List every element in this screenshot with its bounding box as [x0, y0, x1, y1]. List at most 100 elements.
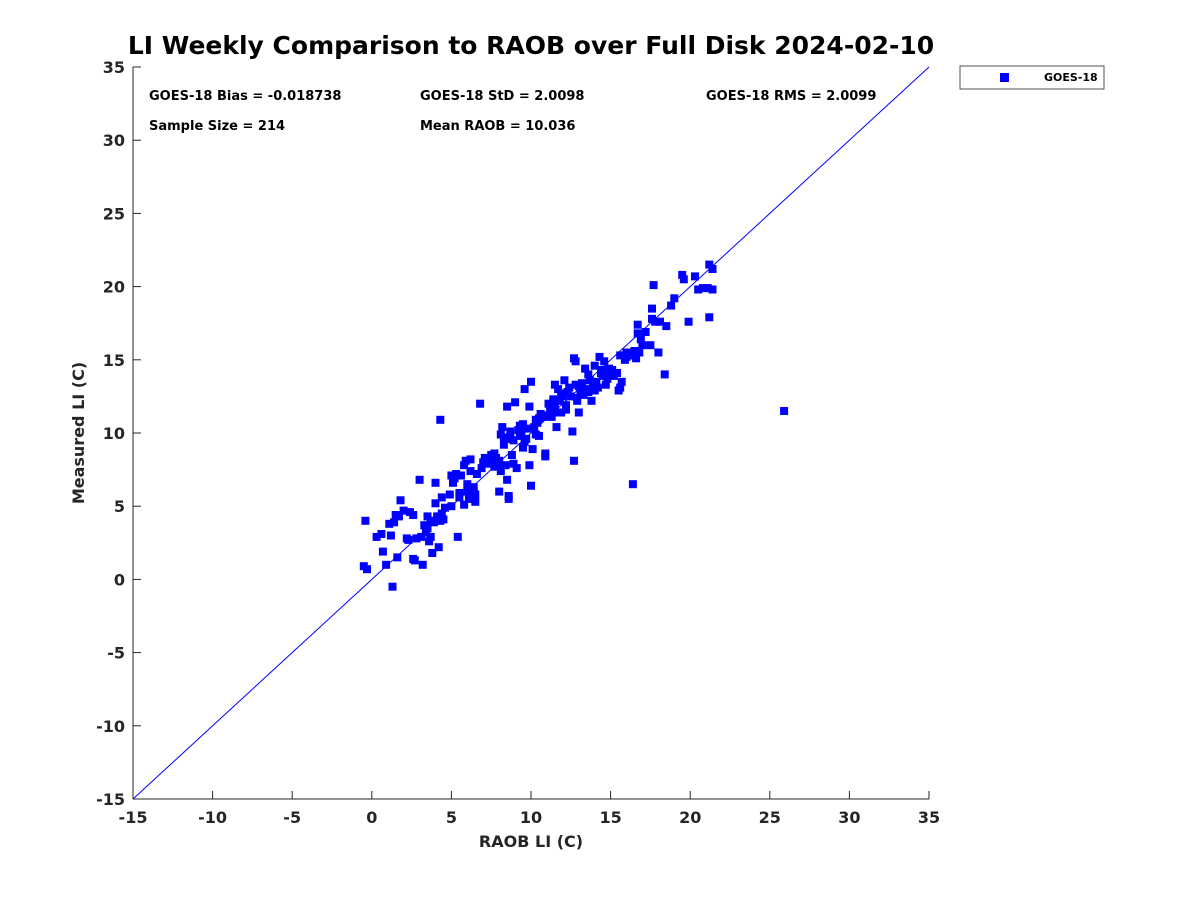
data-point: [646, 341, 655, 350]
data-point: [617, 377, 626, 386]
data-point: [463, 487, 472, 496]
data-point: [429, 518, 438, 527]
data-point: [507, 451, 516, 459]
data-point: [519, 443, 527, 452]
data-point: [471, 497, 480, 506]
y-tick-label: 15: [103, 351, 125, 370]
data-point: [584, 370, 593, 379]
data-point: [509, 459, 518, 468]
data-point: [679, 275, 688, 284]
data-point: [577, 379, 586, 388]
legend-box: [959, 65, 1105, 90]
data-point: [504, 492, 513, 500]
data-point: [455, 493, 464, 502]
data-point: [466, 467, 475, 476]
data-point: [566, 392, 575, 401]
data-point: [423, 512, 432, 521]
data-point: [461, 456, 470, 465]
data-point: [418, 560, 427, 569]
data-point: [660, 370, 669, 379]
data-point: [466, 455, 475, 464]
legend: GOES-18: [959, 65, 1105, 90]
data-point: [622, 348, 631, 357]
data-point: [694, 285, 703, 294]
data-point: [460, 461, 469, 470]
data-point: [600, 357, 609, 366]
data-point: [434, 543, 443, 552]
data-point: [431, 499, 440, 508]
data-point: [573, 393, 582, 402]
x-axis-ticks: -15 -10 -5 0 5 10 15 20 25 30 35: [119, 791, 940, 827]
x-tick-label: -5: [283, 808, 301, 827]
data-point: [597, 366, 605, 374]
data-point: [590, 361, 599, 370]
data-point: [552, 408, 561, 417]
data-point: [632, 354, 641, 363]
data-point: [708, 265, 717, 273]
data-point: [388, 582, 397, 591]
data-point: [503, 402, 512, 411]
data-point: [550, 380, 559, 389]
x-tick-label: 35: [918, 808, 940, 827]
data-point: [708, 285, 717, 294]
y-tick-label: -5: [107, 644, 125, 663]
data-point: [656, 317, 664, 326]
data-point: [447, 502, 456, 511]
data-point: [363, 565, 371, 574]
data-point: [593, 383, 602, 392]
data-point: [684, 317, 693, 326]
x-tick-label: 10: [520, 808, 542, 827]
data-point: [495, 487, 504, 496]
data-point: [649, 281, 658, 290]
stat-bias: GOES-18 Bias = -0.018738: [149, 89, 341, 104]
data-point: [361, 516, 370, 525]
data-point: [557, 408, 566, 417]
data-point: [377, 530, 386, 538]
data-point: [691, 272, 699, 281]
data-point: [638, 341, 647, 350]
data-point: [476, 399, 485, 408]
data-point: [503, 475, 512, 484]
data-point: [544, 399, 553, 408]
x-tick-label: 0: [366, 808, 377, 827]
data-point: [608, 366, 617, 374]
data-point: [525, 402, 534, 411]
data-point: [520, 437, 529, 446]
data-point: [585, 376, 594, 385]
data-point: [595, 352, 604, 361]
data-point: [571, 357, 580, 366]
plot-area: -15 -10 -5 0 5 10 15 20 25 30 35 -15 -10 -5 0 5 10 15 20 2…: [96, 58, 940, 827]
data-point: [531, 430, 540, 439]
y-tick-label: 10: [103, 424, 125, 443]
data-point: [587, 396, 596, 405]
data-point: [496, 467, 505, 476]
data-point: [463, 480, 472, 489]
data-point: [437, 509, 446, 518]
data-point: [554, 385, 563, 394]
data-point: [390, 518, 399, 527]
y-axis-ticks: -15 -10 -5 0 5 10 15 20 25 30 35: [96, 58, 141, 809]
data-point: [549, 395, 558, 404]
x-tick-label: 5: [446, 808, 457, 827]
data-point: [439, 515, 448, 524]
data-point: [437, 493, 446, 502]
x-tick-label: -15: [119, 808, 148, 827]
y-tick-label: 30: [103, 131, 125, 150]
data-point: [603, 374, 612, 383]
data-point: [410, 556, 419, 565]
data-point: [571, 380, 580, 389]
data-point: [562, 405, 570, 414]
data-point: [426, 532, 435, 541]
data-point: [499, 440, 508, 449]
data-point: [577, 386, 586, 395]
data-point: [471, 490, 480, 499]
y-tick-label: 35: [103, 58, 125, 77]
data-point: [705, 313, 714, 322]
x-axis-label: RAOB LI (C): [479, 832, 583, 851]
data-point: [488, 458, 497, 467]
data-point: [662, 322, 671, 331]
data-point: [417, 532, 426, 541]
data-point: [533, 418, 542, 427]
data-point: [550, 401, 559, 410]
data-point: [528, 445, 537, 454]
